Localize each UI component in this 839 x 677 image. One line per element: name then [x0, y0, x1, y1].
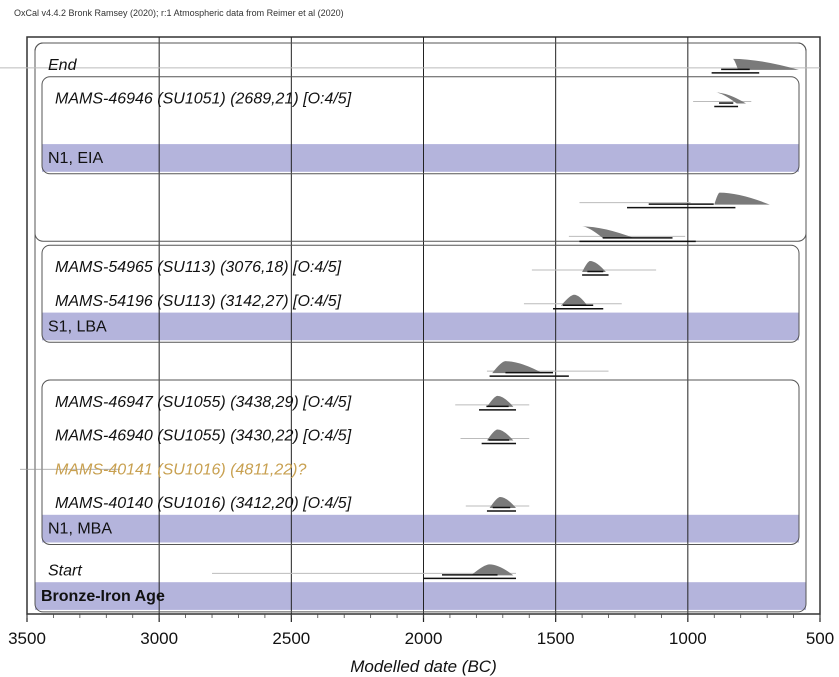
chart-header: OxCal v4.4.2 Bronk Ramsey (2020); r:1 At… [14, 8, 344, 18]
posterior-dist [492, 361, 543, 374]
sample-label: MAMS-54965 (SU113) (3076,18) [O:4/5] [55, 259, 342, 276]
x-axis-ticks: 3500 3000 2500 2000 1500 1000 500 [8, 614, 834, 648]
group-box [41, 379, 800, 545]
group-label: N1, MBA [48, 521, 112, 538]
posterior-dist [582, 261, 606, 273]
tick-label: 2000 [405, 629, 443, 648]
group-box [34, 42, 807, 613]
x-axis-label: Modelled date (BC) [350, 657, 496, 676]
group-band [42, 144, 799, 172]
group-label: N1, EIA [48, 150, 103, 167]
bound-label: Start [48, 562, 82, 579]
posterior-dist [714, 192, 770, 205]
group-box [41, 244, 800, 343]
sample-label: MAMS-46947 (SU1055) (3438,29) [O:4/5] [55, 394, 352, 411]
group-band [35, 582, 806, 610]
distribution-marks [0, 58, 820, 580]
posterior-dist [560, 294, 588, 306]
tick-label: 1500 [537, 629, 575, 648]
posterior-dist [486, 429, 514, 441]
group-label: S1, LBA [48, 318, 107, 335]
tick-label: 2500 [272, 629, 310, 648]
posterior-dist [489, 496, 517, 508]
posterior-dist [486, 395, 514, 407]
group-bands [35, 144, 806, 610]
row-labels: End MAMS-46946 (SU1051) (2689,21) [O:4/5]… [48, 57, 352, 579]
sample-label: MAMS-46940 (SU1055) (3430,22) [O:4/5] [55, 428, 352, 445]
posterior-dist [715, 92, 746, 104]
posterior-dist [471, 564, 514, 576]
grid-lines [158, 37, 689, 614]
group-boxes [34, 42, 807, 613]
tick-label: 3000 [140, 629, 178, 648]
group-box [34, 42, 807, 242]
group-label: Bronze-Iron Age [41, 588, 165, 605]
sample-label: MAMS-40140 (SU1016) (3412,20) [O:4/5] [55, 495, 352, 512]
tick-label: 3500 [8, 629, 46, 648]
posterior-dist [582, 226, 635, 239]
tick-label: 1000 [669, 629, 707, 648]
group-box [41, 76, 800, 175]
group-band [42, 514, 799, 543]
bound-label: End [48, 57, 78, 74]
sample-label: MAMS-54196 (SU113) (3142,27) [O:4/5] [55, 293, 342, 310]
outlier-label: MAMS-40141 (SU1016) (4811,22)? [55, 461, 306, 478]
group-labels: N1, EIA S1, LBA N1, MBA Bronze-Iron Age [41, 150, 165, 605]
group-band [42, 312, 799, 341]
tick-label: 500 [806, 629, 834, 648]
posterior-dist [732, 58, 799, 70]
sample-label: MAMS-46946 (SU1051) (2689,21) [O:4/5] [55, 91, 352, 108]
